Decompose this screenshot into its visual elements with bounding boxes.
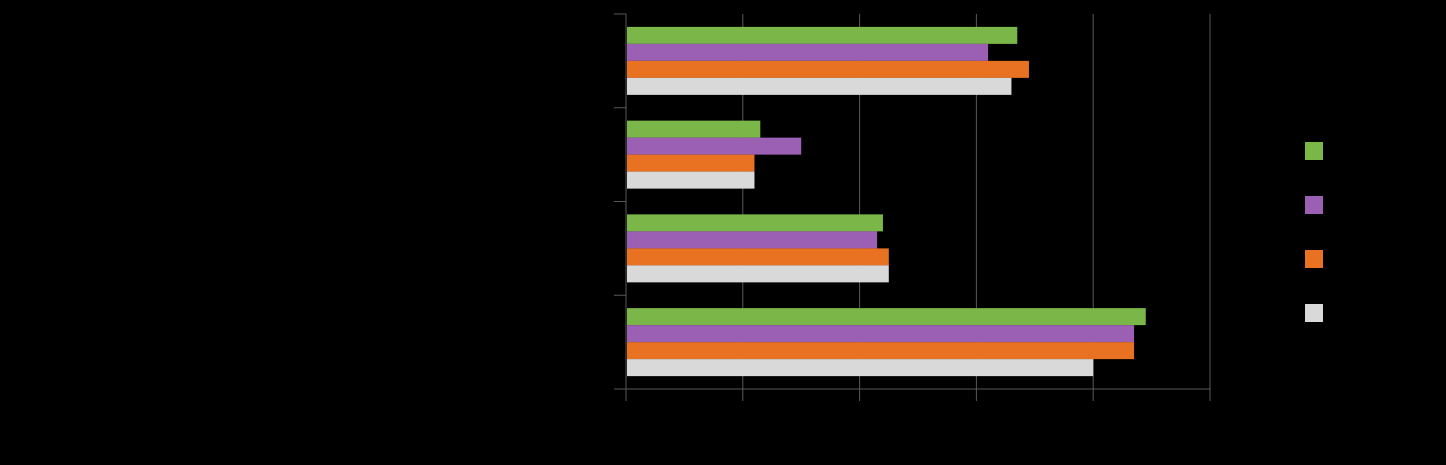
bars (627, 26, 1146, 377)
bar (627, 26, 1018, 44)
bar (627, 60, 1029, 78)
legend-swatch (1305, 304, 1323, 322)
bar (627, 342, 1135, 360)
bar (627, 325, 1135, 343)
bar (627, 77, 1012, 95)
bar (627, 43, 989, 61)
bar (627, 154, 755, 172)
bar (627, 214, 883, 232)
bar (627, 359, 1094, 377)
bar (627, 171, 755, 189)
legend (1305, 142, 1323, 322)
bar (627, 308, 1146, 326)
bar (627, 231, 878, 249)
legend-swatch (1305, 142, 1323, 160)
legend-swatch (1305, 196, 1323, 214)
bar (627, 248, 889, 266)
legend-swatch (1305, 250, 1323, 268)
bar (627, 137, 802, 155)
axes (614, 13, 1211, 401)
bar (627, 265, 889, 283)
bar (627, 120, 761, 138)
